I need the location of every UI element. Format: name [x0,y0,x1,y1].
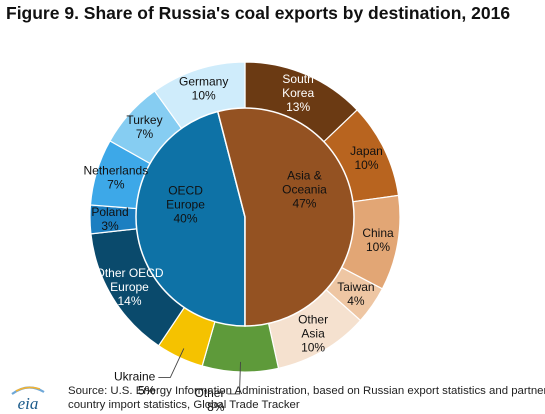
slice-netherlands-label: Netherlands 7% [83,164,148,192]
slice-japan-label: Japan 10% [350,144,383,172]
leader-lines [158,348,241,395]
outer-ring [89,61,401,373]
slice-labels: South Korea 13% Japan 10% China 10% Taiwan 4% Oth… [83,72,394,414]
slice-south-korea-label: South Korea 13% [282,72,314,114]
slice-other-asia-label: Other Asia 10% [298,313,328,355]
slice-other-oecd-europe-label: Other OECD Europe 14% [96,266,164,308]
slice-asia-oceania-label: Asia & Oceania 47% [282,168,327,210]
slice-ukraine-label: Ukraine 5% [114,369,156,397]
leader-line-other [227,361,241,395]
slice-oecd-europe-label: OECD Europe 40% [166,184,205,226]
slice-asia-oceania [216,107,355,327]
slice-turkey-label: Turkey 7% [126,113,162,141]
source-note: Source: U.S. Energy Information Administ… [68,385,545,411]
slice-other-label: Other 8% [194,386,224,414]
eia-logo-text: eia [18,394,39,412]
slice-china-label: China 10% [362,226,394,254]
slice-poland-label: Poland 3% [91,205,128,233]
slice-germany-label: Germany 10% [179,74,228,102]
slice-oecd-europe [135,110,246,327]
eia-logo-icon: eia [11,386,45,412]
inner-pie [135,107,355,327]
slice-taiwan-label: Taiwan 4% [337,280,374,308]
leader-line-ukraine [158,348,185,378]
chart-title: Figure 9. Share of Russia's coal exports… [6,3,511,23]
